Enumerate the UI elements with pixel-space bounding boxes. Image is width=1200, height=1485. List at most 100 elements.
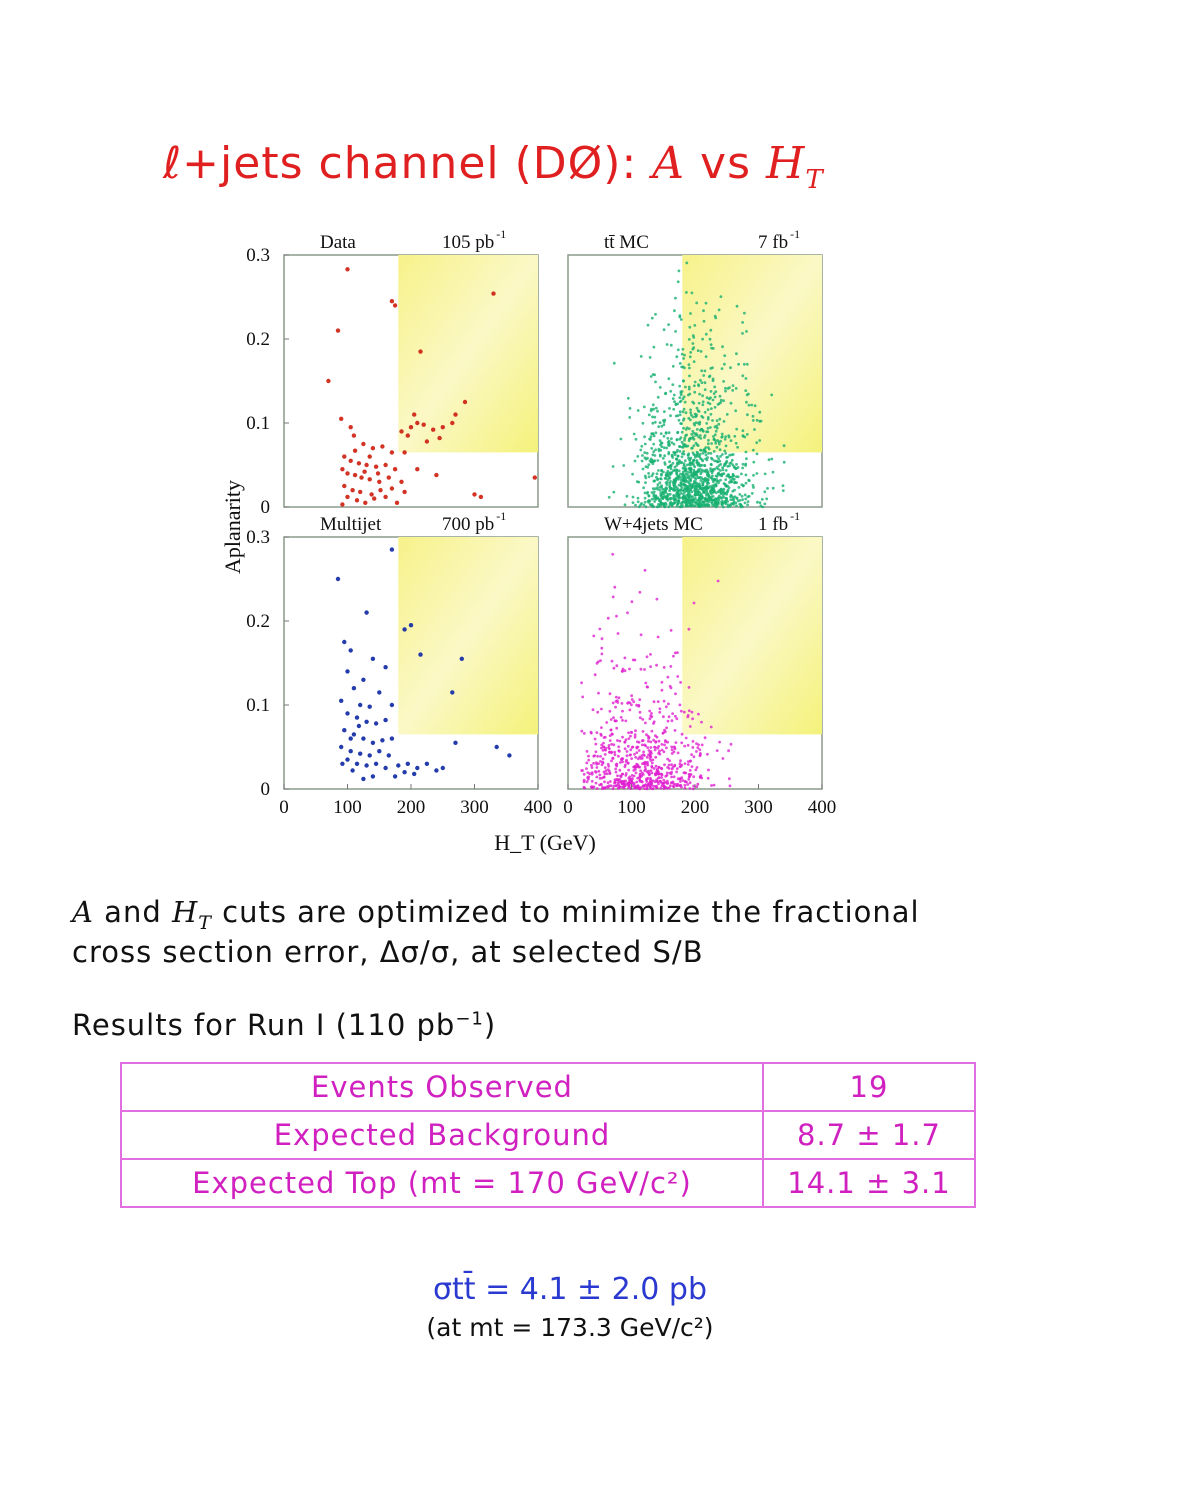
data-point — [726, 500, 729, 503]
data-point — [686, 783, 690, 786]
data-point — [677, 418, 681, 422]
data-point — [620, 781, 623, 785]
data-point — [641, 421, 645, 425]
data-point — [641, 467, 645, 471]
data-point — [670, 767, 674, 771]
data-point — [611, 732, 614, 736]
data-point — [653, 420, 657, 424]
data-point — [644, 505, 648, 509]
data-point — [582, 732, 586, 735]
data-point — [587, 758, 591, 762]
data-point — [650, 460, 653, 464]
data-point — [412, 412, 417, 417]
data-point — [695, 301, 699, 305]
data-point — [643, 668, 646, 671]
data-point — [354, 715, 360, 720]
data-point — [722, 496, 726, 499]
panel-luminosity: 7 fb — [758, 232, 788, 253]
data-point — [687, 471, 690, 474]
data-point — [657, 765, 661, 769]
data-point — [699, 493, 703, 497]
data-point — [654, 312, 657, 316]
data-point — [693, 504, 697, 507]
data-point — [611, 552, 615, 556]
data-point — [758, 419, 762, 423]
data-point — [706, 473, 709, 477]
data-point — [389, 299, 395, 304]
data-point — [659, 491, 663, 495]
data-point — [652, 450, 656, 453]
data-point — [701, 500, 705, 504]
data-point — [647, 494, 651, 497]
data-point — [389, 702, 395, 708]
data-point — [630, 774, 634, 777]
data-point — [345, 711, 350, 716]
data-point — [649, 740, 653, 744]
data-point — [701, 451, 705, 455]
data-point — [673, 451, 676, 455]
data-point — [658, 710, 662, 714]
data-point — [688, 366, 691, 370]
data-point — [743, 501, 747, 505]
data-point — [370, 446, 376, 451]
data-point — [727, 749, 730, 753]
data-point — [703, 369, 707, 373]
data-point — [633, 459, 637, 463]
data-point — [663, 477, 667, 480]
data-point — [707, 768, 710, 772]
table-cell-value: 14.1 ± 3.1 — [762, 1158, 976, 1208]
data-point — [690, 432, 694, 436]
data-point — [755, 418, 759, 422]
data-point — [693, 465, 697, 469]
data-point — [737, 362, 740, 366]
data-point — [358, 751, 363, 756]
data-point — [675, 492, 679, 495]
data-point — [730, 458, 734, 462]
data-point — [709, 725, 713, 729]
data-point — [700, 720, 703, 724]
data-point — [642, 486, 645, 490]
data-point — [654, 494, 658, 497]
data-point — [670, 745, 674, 749]
data-point — [693, 412, 697, 416]
data-point — [635, 703, 638, 707]
data-point — [700, 369, 704, 373]
data-point — [636, 786, 640, 789]
data-point — [689, 773, 693, 776]
data-point — [688, 437, 692, 440]
data-point — [614, 705, 617, 709]
y-tick-label: 0.1 — [246, 413, 270, 434]
data-point — [771, 470, 775, 474]
data-point — [654, 772, 658, 776]
data-point — [655, 597, 659, 601]
data-point — [660, 688, 664, 692]
data-point — [658, 453, 662, 457]
data-point — [678, 362, 682, 365]
data-point — [701, 486, 704, 490]
x-tick-label: 100 — [617, 797, 646, 818]
data-point — [684, 469, 688, 473]
data-point — [378, 488, 383, 493]
data-point — [507, 753, 512, 758]
data-point — [594, 781, 598, 785]
data-point — [767, 458, 771, 462]
data-point — [602, 775, 606, 779]
data-point — [677, 462, 680, 466]
data-point — [595, 775, 599, 779]
data-point — [686, 715, 690, 719]
data-point — [701, 403, 705, 407]
data-point — [709, 476, 713, 479]
data-point — [647, 771, 650, 775]
data-point — [693, 481, 696, 484]
data-point — [596, 660, 600, 664]
data-point — [712, 783, 716, 787]
data-point — [662, 328, 666, 332]
data-point — [724, 461, 728, 465]
data-point — [709, 462, 713, 466]
data-point — [675, 471, 679, 475]
data-point — [593, 673, 597, 677]
data-point — [662, 784, 666, 788]
data-point — [664, 705, 668, 709]
data-point — [623, 656, 627, 660]
data-point — [657, 772, 661, 776]
